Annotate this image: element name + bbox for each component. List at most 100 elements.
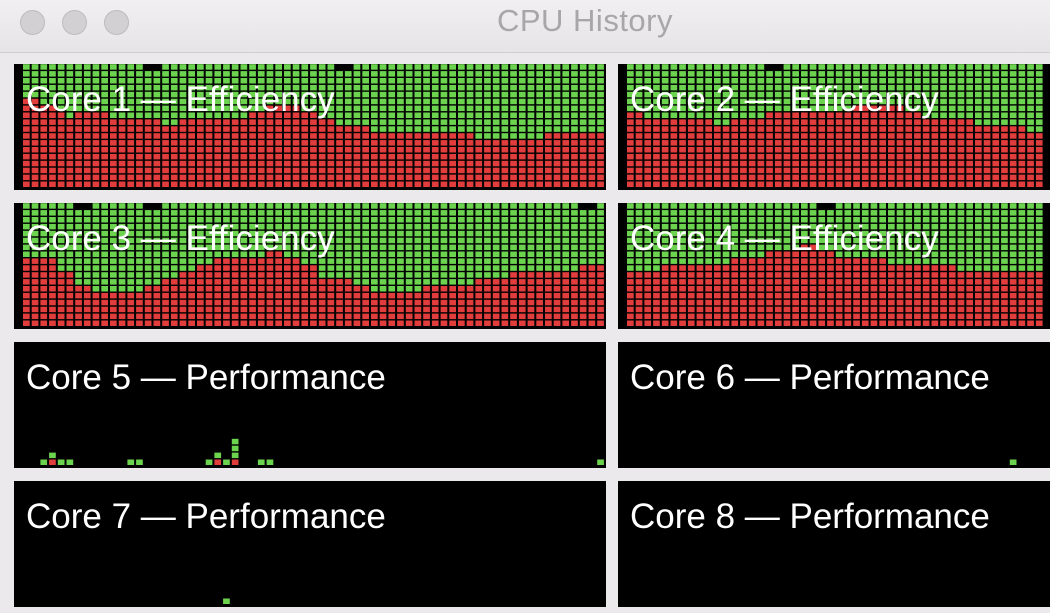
user-usage-segment xyxy=(774,71,782,77)
system-usage-segment xyxy=(153,286,161,292)
user-usage-segment xyxy=(562,203,570,209)
user-usage-segment xyxy=(49,237,56,244)
user-usage-segment xyxy=(144,251,152,257)
system-usage-segment xyxy=(1035,299,1043,306)
core-3-graph: Core 3 — Efficiency xyxy=(14,203,606,329)
system-usage-segment xyxy=(670,160,678,167)
system-usage-segment xyxy=(562,181,570,187)
user-usage-segment xyxy=(766,244,773,251)
system-usage-segment xyxy=(783,133,791,139)
system-usage-segment xyxy=(1001,140,1008,146)
user-usage-segment xyxy=(579,71,587,77)
user-usage-segment xyxy=(661,84,669,91)
system-usage-segment xyxy=(136,320,143,326)
system-usage-segment xyxy=(66,272,74,278)
system-usage-segment xyxy=(766,181,773,187)
user-usage-segment xyxy=(31,84,39,91)
user-usage-segment xyxy=(992,71,1000,77)
system-usage-segment xyxy=(1035,174,1043,181)
system-usage-segment xyxy=(588,299,596,306)
user-usage-segment xyxy=(888,258,895,264)
system-usage-segment xyxy=(492,140,500,146)
user-usage-segment xyxy=(257,223,265,230)
user-usage-segment xyxy=(1001,210,1008,216)
user-usage-segment xyxy=(118,91,126,98)
system-usage-segment xyxy=(896,265,904,271)
system-usage-segment xyxy=(353,153,361,160)
user-usage-segment xyxy=(870,203,878,209)
system-usage-segment xyxy=(170,126,178,132)
user-usage-segment xyxy=(545,126,552,132)
user-usage-segment xyxy=(844,84,852,91)
system-usage-segment xyxy=(922,313,930,320)
user-usage-segment xyxy=(153,279,161,285)
user-usage-segment xyxy=(914,78,921,84)
system-usage-segment xyxy=(714,160,721,167)
user-usage-segment xyxy=(992,112,1000,118)
system-usage-segment xyxy=(896,174,904,181)
system-usage-segment xyxy=(792,299,799,306)
system-usage-segment xyxy=(835,140,843,146)
system-usage-segment xyxy=(379,133,387,139)
user-usage-segment xyxy=(388,98,396,105)
system-usage-segment xyxy=(518,286,526,292)
user-usage-segment xyxy=(240,91,248,98)
user-usage-segment xyxy=(553,217,561,223)
system-usage-segment xyxy=(879,174,886,181)
user-usage-segment xyxy=(388,78,396,84)
system-usage-segment xyxy=(75,153,82,160)
system-usage-segment xyxy=(579,133,587,139)
user-usage-segment xyxy=(127,78,135,84)
system-usage-segment xyxy=(975,320,982,326)
system-usage-segment xyxy=(240,272,248,278)
system-usage-segment xyxy=(774,126,782,132)
user-usage-segment xyxy=(170,258,178,264)
user-usage-segment xyxy=(144,112,152,118)
system-usage-segment xyxy=(162,126,169,132)
user-usage-segment xyxy=(179,78,187,84)
user-usage-segment xyxy=(948,203,956,209)
system-usage-segment xyxy=(536,313,543,320)
system-usage-segment xyxy=(431,153,439,160)
user-usage-segment xyxy=(475,244,483,251)
system-usage-segment xyxy=(766,272,773,278)
system-usage-segment xyxy=(931,279,939,285)
system-usage-segment xyxy=(905,292,913,299)
user-usage-segment xyxy=(458,84,465,91)
minimize-window-button[interactable] xyxy=(62,10,87,35)
user-usage-segment xyxy=(774,230,782,237)
user-usage-segment xyxy=(571,126,578,132)
user-usage-segment xyxy=(449,71,456,77)
system-usage-segment xyxy=(344,160,352,167)
system-usage-segment xyxy=(966,153,973,160)
user-usage-segment xyxy=(92,279,100,285)
core-8-label: Core 8 — Performance xyxy=(630,497,990,536)
user-usage-segment xyxy=(844,98,852,105)
system-usage-segment xyxy=(127,174,135,181)
user-usage-segment xyxy=(275,64,282,70)
system-usage-segment xyxy=(144,299,152,306)
system-usage-segment xyxy=(835,167,843,174)
system-usage-segment xyxy=(414,167,422,174)
system-usage-segment xyxy=(783,292,791,299)
system-usage-segment xyxy=(870,286,878,292)
system-usage-segment xyxy=(188,133,195,139)
title-bar[interactable]: CPU History xyxy=(0,0,1050,53)
user-usage-segment xyxy=(510,112,517,118)
user-usage-segment xyxy=(766,71,773,77)
system-usage-segment xyxy=(783,299,791,306)
system-usage-segment xyxy=(670,292,678,299)
user-usage-segment xyxy=(362,258,369,264)
user-usage-segment xyxy=(914,217,921,223)
system-usage-segment xyxy=(757,286,765,292)
system-usage-segment xyxy=(966,140,973,146)
system-usage-segment xyxy=(231,147,239,153)
user-usage-segment xyxy=(118,279,126,285)
zoom-window-button[interactable] xyxy=(104,10,129,35)
close-window-button[interactable] xyxy=(20,10,45,35)
user-usage-segment xyxy=(223,217,230,223)
system-usage-segment xyxy=(275,174,282,181)
system-usage-segment xyxy=(266,140,274,146)
system-usage-segment xyxy=(801,320,808,326)
user-usage-segment xyxy=(931,71,939,77)
